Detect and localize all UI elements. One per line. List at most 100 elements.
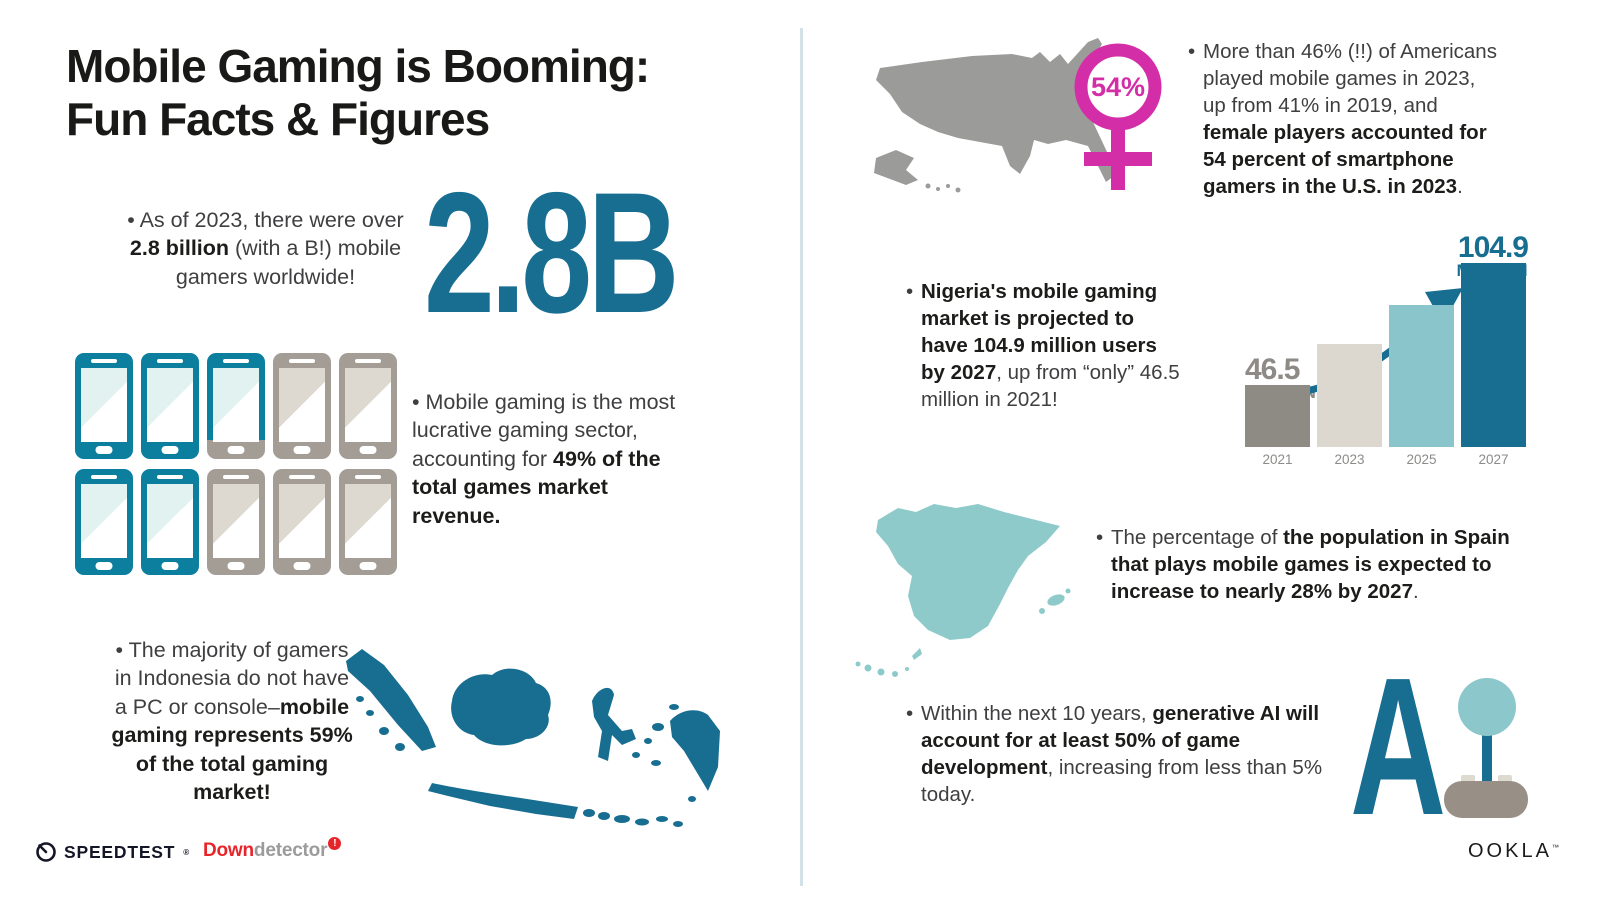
phone-icon-gray	[207, 469, 265, 575]
bullet-marker: •	[906, 702, 914, 725]
phone-homebtn	[293, 562, 311, 570]
fact-spain-tail: .	[1413, 580, 1419, 604]
phone-homebtn	[161, 446, 179, 454]
phone-icon-split	[207, 353, 265, 459]
fact-us-bold: female players accounted for 54 percent …	[1203, 121, 1487, 199]
joystick-button	[1461, 775, 1475, 782]
bar-column-2027: 2027	[1461, 263, 1526, 467]
downdetector-logo: Downdetector!	[203, 837, 342, 862]
trademark-sign: ™	[1551, 844, 1559, 852]
phone-screen	[81, 368, 127, 442]
fact-gamers-tail: (with a B!) mobile gamers worldwide!	[175, 236, 402, 289]
bar-2027	[1461, 263, 1526, 447]
fact-nigeria: • Nigeria's mobile gaming market is proj…	[906, 278, 1185, 413]
x-tick-label: 2025	[1406, 452, 1437, 467]
bar-column-2021: 2021	[1245, 385, 1310, 467]
fact-us-tail: .	[1457, 175, 1463, 199]
joystick-stem	[1482, 730, 1492, 786]
trademark-sign: ®	[183, 847, 190, 857]
speedtest-label: SPEEDTEST	[64, 841, 176, 862]
female-share-label: 54%	[1091, 72, 1145, 102]
downdetector-label-down: Down	[203, 840, 254, 861]
phone-icon-teal	[141, 469, 199, 575]
venus-female-icon: 54%	[1074, 43, 1162, 190]
phone-screen	[345, 368, 391, 442]
letter-a: A	[1350, 637, 1447, 856]
phone-screen	[213, 368, 259, 442]
title-line-2: Fun Facts & Figures	[66, 93, 490, 146]
bullet-marker: •	[906, 280, 914, 303]
phone-screen	[279, 368, 325, 442]
fact-us: • More than 46% (!!) of Americans played…	[1188, 38, 1497, 200]
phone-screen	[345, 484, 391, 558]
ookla-label: OOKLA	[1468, 840, 1552, 862]
fact-gamers-text: As of 2023, there were over	[139, 208, 404, 232]
downdetector-label-detector: detector	[253, 840, 328, 861]
gauge-icon	[36, 842, 56, 862]
indonesia-map	[346, 649, 720, 827]
fact-revenue: • Mobile gaming is the most lucrative ga…	[412, 388, 684, 530]
phone-icon-gray	[273, 469, 331, 575]
column-divider	[800, 28, 803, 886]
fact-indonesia: • The majority of gamers in Indonesia do…	[108, 636, 356, 806]
phone-speaker	[223, 359, 249, 363]
phone-screen	[147, 484, 193, 558]
phone-homebtn	[359, 446, 377, 454]
phone-screen	[279, 484, 325, 558]
page-title: Mobile Gaming is Booming: Fun Facts & Fi…	[66, 40, 650, 147]
x-tick-label: 2023	[1334, 452, 1365, 467]
joystick-ball	[1458, 678, 1516, 736]
bar-2023	[1317, 344, 1382, 447]
fact-revenue-text: Mobile gaming is the most lucrative gami…	[412, 390, 676, 471]
nigeria-bar-chart: 46.5 MILLION 104.9 MILLION 2021202320252…	[1245, 233, 1529, 486]
phone-icon-gray	[339, 353, 397, 459]
bullet-marker: •	[115, 638, 124, 662]
fact-gamers: • As of 2023, there were over 2.8 billio…	[118, 206, 413, 291]
joystick-button	[1498, 775, 1512, 782]
phone-homebtn	[95, 446, 113, 454]
fact-nigeria-tail: , up from “only” 46.5 million in 2021!	[921, 361, 1180, 412]
fact-gamers-bold: 2.8 billion	[129, 236, 230, 261]
fact-indonesia-text: The majority of gamers in Indonesia do n…	[114, 638, 350, 719]
phone-icon-teal	[141, 353, 199, 459]
phone-speaker	[289, 475, 315, 479]
joystick-base	[1444, 781, 1528, 818]
fact-us-text: More than 46% (!!) of Americans played m…	[1203, 40, 1497, 118]
phone-icon-teal	[75, 469, 133, 575]
bullet-marker: •	[127, 208, 135, 232]
bullet-marker: •	[1096, 526, 1104, 549]
fact-spain-bold: the population in Spain that plays mobil…	[1111, 526, 1510, 604]
phone-homebtn	[293, 446, 311, 454]
phone-grid	[75, 353, 405, 575]
fact-spain: • The percentage of the population in Sp…	[1096, 524, 1511, 605]
fact-ai-text: Within the next 10 years,	[921, 702, 1153, 725]
stat-2-8b: 2.8B	[424, 157, 680, 349]
fact-indonesia-bold: mobile gaming represents 59% of the tota…	[111, 694, 353, 804]
phone-homebtn	[227, 562, 245, 570]
phone-homebtn	[95, 562, 113, 570]
exclamation-badge-icon: !	[328, 837, 342, 850]
fact-spain-text: The percentage of	[1111, 526, 1284, 549]
x-tick-label: 2027	[1478, 452, 1509, 467]
fact-ai-bold: generative AI will account for at least …	[921, 702, 1320, 780]
phone-speaker	[355, 475, 381, 479]
usa-map	[874, 38, 1114, 193]
phone-homebtn	[227, 446, 245, 454]
phone-speaker	[223, 475, 249, 479]
fact-ai-tail: , increasing from less than 5% today.	[921, 756, 1323, 807]
bar-2021	[1245, 385, 1310, 447]
phone-screen	[147, 368, 193, 442]
chart-bars: 2021 2023 2025 2027	[1245, 263, 1526, 467]
phone-speaker	[91, 359, 117, 363]
phone-speaker	[157, 475, 183, 479]
bar-2025	[1389, 305, 1454, 447]
phone-icon-gray	[339, 469, 397, 575]
phone-icon-gray	[273, 353, 331, 459]
x-tick-label: 2021	[1262, 452, 1293, 467]
phone-speaker	[91, 475, 117, 479]
title-line-1: Mobile Gaming is Booming:	[66, 40, 650, 92]
spain-map	[855, 504, 1071, 677]
phone-homebtn	[359, 562, 377, 570]
ookla-logo: OOKLA™	[1468, 840, 1559, 863]
